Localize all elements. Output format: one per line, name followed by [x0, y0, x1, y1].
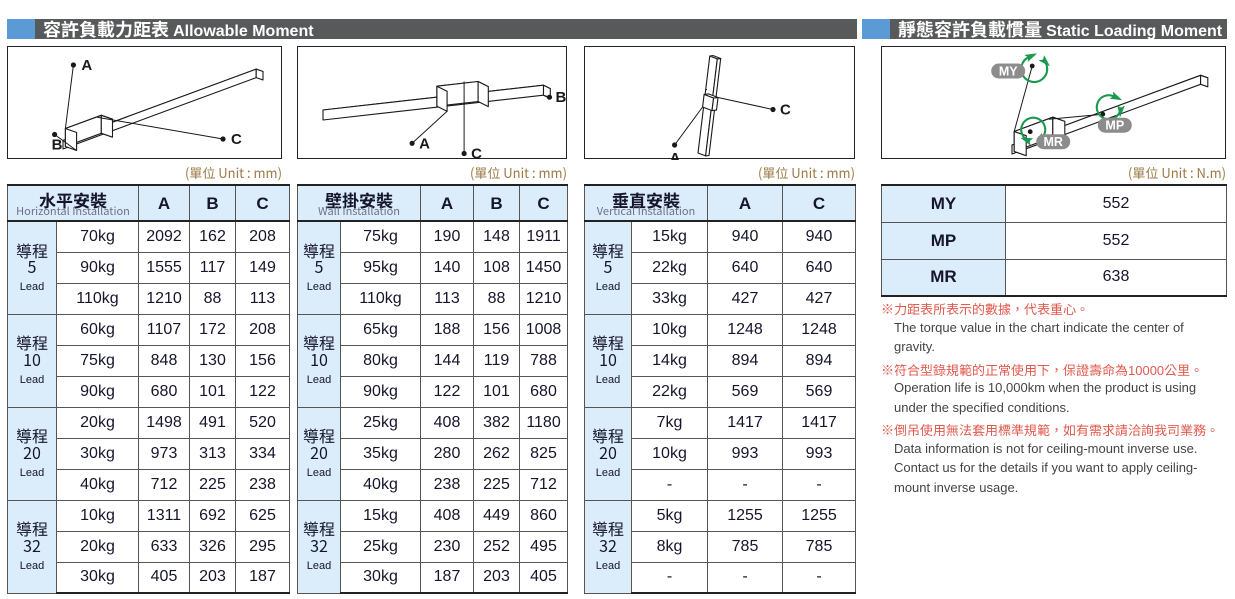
svg-text:A: A [81, 57, 92, 74]
svg-text:C: C [231, 131, 242, 148]
svg-text:MP: MP [1105, 119, 1124, 133]
svg-text:B: B [52, 137, 63, 154]
svg-text:C: C [780, 102, 791, 119]
svg-text:MR: MR [1043, 135, 1062, 149]
svg-text:A: A [419, 135, 430, 152]
svg-text:B: B [556, 89, 567, 106]
svg-text:A: A [670, 150, 681, 160]
svg-text:C: C [471, 146, 482, 161]
svg-text:MY: MY [999, 65, 1018, 79]
